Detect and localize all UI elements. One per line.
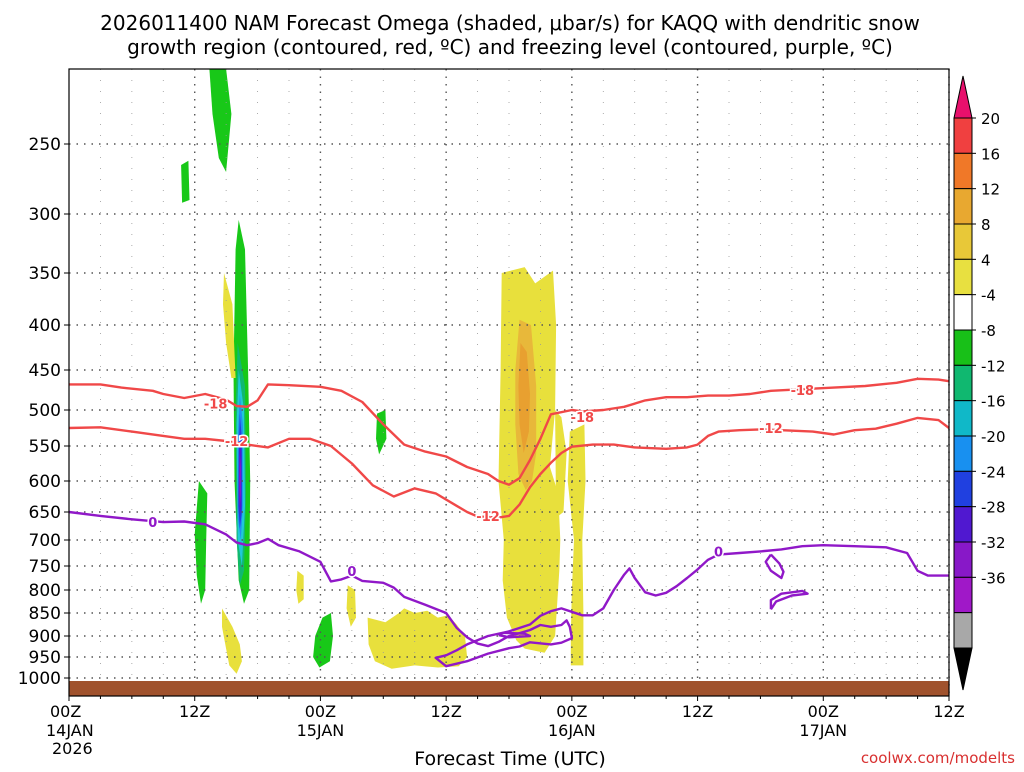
colorbar-label: 20 [981, 110, 1000, 128]
contour-label: -18 [791, 384, 815, 399]
colorbar-label: -12 [981, 357, 1006, 375]
y-tick-label: 250 [29, 135, 61, 155]
omega-area-9 [194, 481, 208, 604]
omega-area-11 [313, 613, 333, 668]
colorbar-box [953, 576, 973, 614]
y-axis: 250 300 350 400 450 500 550 600 650 700 750 800 850 9… [18, 135, 69, 689]
colorbar-label: -24 [981, 463, 1006, 481]
colorbar-label: 4 [981, 251, 991, 269]
colorbar-label: 12 [981, 181, 1000, 199]
y-tick-label: 600 [29, 472, 61, 492]
contour-label: 0 [714, 545, 723, 560]
x-day-label: 17JAN [799, 721, 847, 740]
colorbar-box [953, 188, 973, 225]
contour-2 [68, 510, 949, 668]
colorbar-box [953, 258, 973, 296]
y-tick-label: 850 [29, 604, 61, 624]
omega-area-15 [346, 585, 356, 627]
contour-0 [69, 377, 950, 486]
contour-label: 0 [148, 516, 157, 531]
contour-label: -12 [225, 435, 249, 450]
contour-5 [498, 631, 532, 639]
contour-1 [68, 416, 950, 519]
omega-area-12 [223, 273, 236, 378]
temperature-contours: -18 -18 -18 -12 -12 -12 0 0 0 [68, 377, 950, 668]
credit-text: coolwx.com/modelts [861, 749, 1015, 767]
colorbar-label: -20 [981, 428, 1006, 446]
x-tick-label: 00Z [50, 702, 81, 721]
y-tick-label: 1000 [18, 669, 61, 689]
omega-area-16 [367, 608, 468, 669]
colorbar-label: -4 [981, 287, 996, 305]
contour-label: 0 [347, 565, 356, 580]
x-tick-label: 12Z [933, 702, 964, 721]
colorbar-box [953, 470, 973, 508]
contour-label: -18 [204, 398, 228, 413]
y-tick-label: 550 [29, 437, 61, 457]
omega-area-8 [239, 453, 241, 506]
y-tick-label: 400 [29, 316, 61, 336]
colorbar: 20 16 12 8 4 -4 -8 -12 -16 -20 -24 -28 -32 -36 [953, 75, 1006, 691]
y-tick-label: 950 [29, 648, 61, 668]
omega-area-0 [209, 69, 232, 172]
colorbar-bottom-arrow [953, 647, 973, 691]
x-axis-label: Forecast Time (UTC) [414, 748, 605, 768]
colorbar-label: -8 [981, 322, 996, 340]
y-tick-label: 750 [29, 557, 61, 577]
omega-area-13 [222, 608, 242, 674]
contour-4 [769, 589, 809, 610]
contour-3 [764, 553, 785, 580]
omega-area-18 [555, 410, 567, 518]
colorbar-box [953, 152, 973, 190]
y-tick-label: 350 [29, 264, 61, 284]
chart-title-line2: growth region (contoured, red, ºC) and f… [127, 35, 893, 59]
colorbar-label: -32 [981, 534, 1006, 552]
x-year-label: 2026 [52, 739, 93, 758]
colorbar-box [953, 223, 973, 260]
y-tick-label: 300 [29, 205, 61, 225]
x-tick-label: 00Z [808, 702, 839, 721]
colorbar-label: -28 [981, 499, 1006, 517]
colorbar-top-arrow [953, 75, 973, 119]
contour-label: -18 [571, 411, 595, 426]
x-day-label: 14JAN [46, 721, 94, 740]
y-tick-label: 700 [29, 531, 61, 551]
x-tick-label: 12Z [682, 702, 713, 721]
omega-area-14 [296, 570, 304, 604]
omega-area-1 [181, 160, 190, 203]
x-day-label: 16JAN [548, 721, 596, 740]
x-tick-label: 00Z [556, 702, 587, 721]
y-tick-label: 900 [29, 627, 61, 647]
colorbar-box [953, 400, 973, 437]
contour-label: -12 [759, 422, 783, 437]
colorbar-box [953, 612, 973, 649]
colorbar-label: 8 [981, 216, 991, 234]
x-tick-label: 12Z [179, 702, 210, 721]
y-tick-label: 650 [29, 503, 61, 523]
ground-surface [69, 681, 949, 696]
colorbar-box [953, 364, 973, 402]
chart-title-line1: 2026011400 NAM Forecast Omega (shaded, μ… [100, 11, 920, 35]
x-tick-label: 00Z [305, 702, 336, 721]
y-tick-label: 450 [29, 361, 61, 381]
colorbar-label: 16 [981, 145, 1000, 163]
colorbar-box [953, 329, 973, 366]
colorbar-box [953, 294, 973, 331]
omega-area-19 [567, 424, 586, 666]
colorbar-box [953, 435, 973, 472]
colorbar-label: -36 [981, 569, 1006, 587]
colorbar-box [953, 117, 973, 154]
colorbar-label: -16 [981, 393, 1006, 411]
x-tick-label: 12Z [430, 702, 461, 721]
colorbar-box [953, 541, 973, 578]
contour-label: -12 [476, 510, 500, 525]
y-tick-label: 800 [29, 581, 61, 601]
x-day-label: 15JAN [297, 721, 345, 740]
y-tick-label: 500 [29, 401, 61, 421]
colorbar-box [953, 506, 973, 543]
